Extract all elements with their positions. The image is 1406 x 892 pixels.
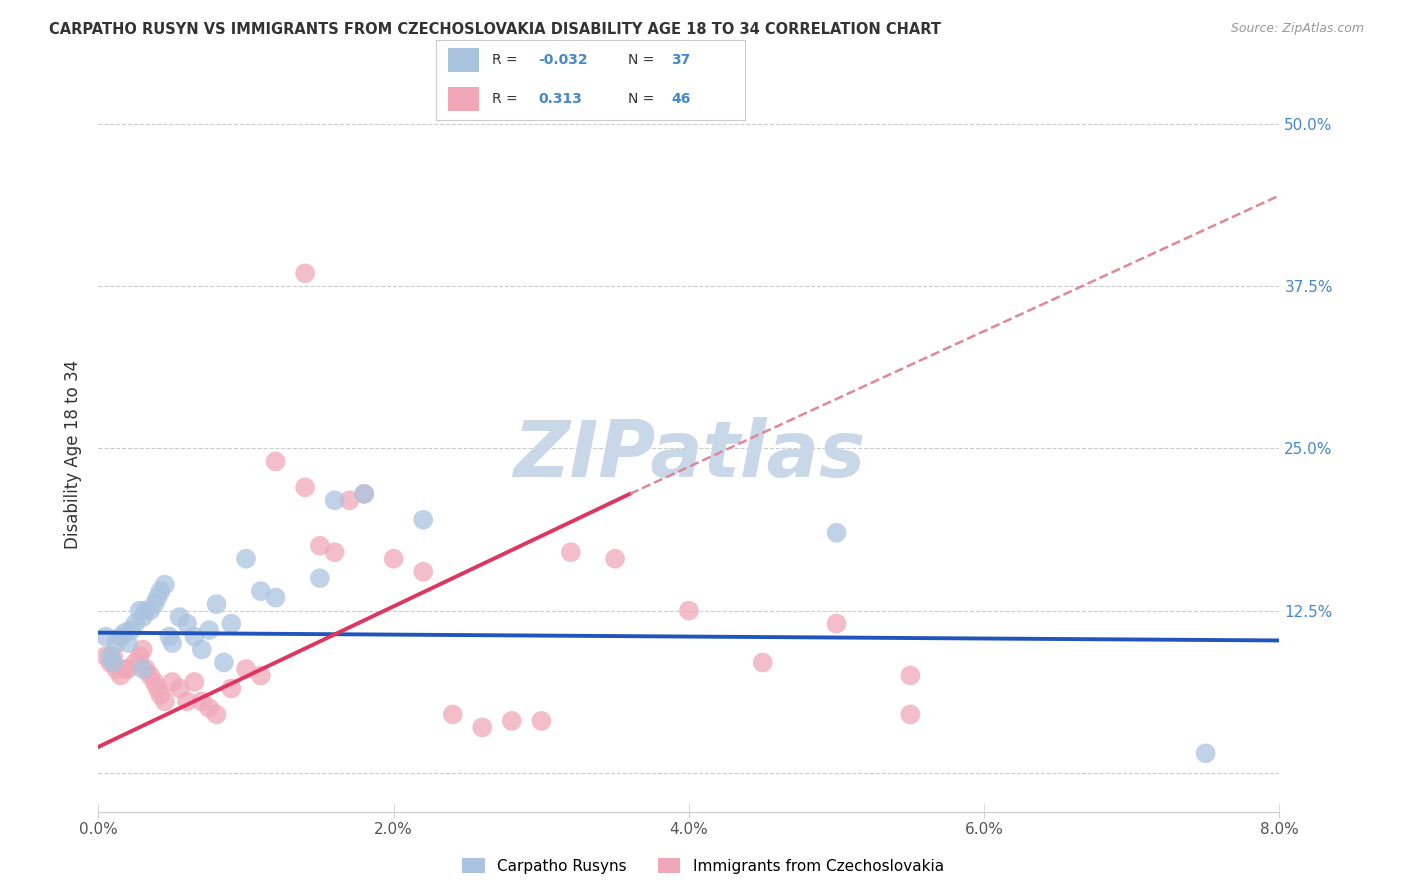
Point	[149, 584, 172, 599]
Point	[135, 604, 157, 618]
Point	[128, 604, 150, 618]
Point	[353, 487, 375, 501]
Point	[128, 648, 150, 663]
Point	[110, 668, 132, 682]
Point	[441, 707, 464, 722]
Point	[323, 545, 346, 559]
Point	[337, 493, 360, 508]
Point	[117, 662, 139, 676]
Point	[146, 681, 169, 696]
Y-axis label: Disability Age 18 to 34: Disability Age 18 to 34	[65, 360, 83, 549]
Point	[900, 668, 922, 682]
Point	[825, 525, 848, 540]
Point	[308, 571, 332, 585]
Point	[98, 648, 121, 663]
Point	[825, 616, 848, 631]
Point	[191, 694, 214, 708]
Point	[323, 493, 346, 508]
Point	[132, 662, 155, 676]
Point	[235, 551, 257, 566]
Point	[183, 675, 205, 690]
Point	[678, 604, 700, 618]
Point	[139, 604, 162, 618]
Point	[143, 597, 166, 611]
Text: 0.313: 0.313	[538, 92, 582, 106]
Point	[308, 539, 332, 553]
Point	[94, 630, 117, 644]
Point	[120, 623, 142, 637]
Point	[94, 648, 117, 663]
Point	[205, 707, 228, 722]
Point	[105, 636, 128, 650]
Point	[103, 656, 125, 670]
Point	[219, 681, 242, 696]
Point	[124, 656, 146, 670]
Text: 46: 46	[671, 92, 690, 106]
Point	[530, 714, 553, 728]
Point	[412, 513, 434, 527]
Point	[382, 551, 405, 566]
Point	[751, 656, 773, 670]
Point	[146, 591, 169, 605]
Point	[198, 701, 221, 715]
Point	[294, 266, 316, 280]
Legend: Carpatho Rusyns, Immigrants from Czechoslovakia: Carpatho Rusyns, Immigrants from Czechos…	[456, 852, 950, 880]
Point	[205, 597, 228, 611]
Point	[143, 675, 166, 690]
Text: R =: R =	[492, 92, 522, 106]
Point	[169, 610, 191, 624]
Text: 37: 37	[671, 54, 690, 67]
Point	[900, 707, 922, 722]
Point	[501, 714, 523, 728]
Point	[135, 662, 157, 676]
Point	[176, 616, 198, 631]
Text: R =: R =	[492, 54, 522, 67]
Point	[157, 630, 180, 644]
Point	[250, 668, 273, 682]
Point	[353, 487, 375, 501]
Text: Source: ZipAtlas.com: Source: ZipAtlas.com	[1230, 22, 1364, 36]
Point	[250, 584, 273, 599]
Point	[560, 545, 582, 559]
Point	[264, 591, 287, 605]
Point	[110, 630, 132, 644]
Point	[132, 610, 155, 624]
Point	[114, 625, 136, 640]
Point	[191, 642, 214, 657]
Point	[198, 623, 221, 637]
Point	[264, 454, 287, 468]
Point	[105, 662, 128, 676]
Point	[117, 636, 139, 650]
Point	[294, 480, 316, 494]
Point	[162, 675, 183, 690]
Point	[98, 656, 121, 670]
Point	[169, 681, 191, 696]
FancyBboxPatch shape	[449, 87, 479, 111]
Point	[139, 668, 162, 682]
Point	[235, 662, 257, 676]
Text: -0.032: -0.032	[538, 54, 588, 67]
Point	[162, 636, 183, 650]
Point	[183, 630, 205, 644]
Point	[176, 694, 198, 708]
Point	[103, 648, 125, 663]
Point	[124, 616, 146, 631]
Point	[605, 551, 627, 566]
Point	[132, 642, 155, 657]
Point	[412, 565, 434, 579]
Point	[153, 577, 176, 591]
Point	[149, 688, 172, 702]
FancyBboxPatch shape	[449, 48, 479, 72]
Text: N =: N =	[627, 54, 658, 67]
Point	[212, 656, 235, 670]
Text: N =: N =	[627, 92, 658, 106]
Point	[1194, 747, 1216, 761]
Text: CARPATHO RUSYN VS IMMIGRANTS FROM CZECHOSLOVAKIA DISABILITY AGE 18 TO 34 CORRELA: CARPATHO RUSYN VS IMMIGRANTS FROM CZECHO…	[49, 22, 941, 37]
Point	[153, 694, 176, 708]
Text: ZIPatlas: ZIPatlas	[513, 417, 865, 493]
Point	[114, 662, 136, 676]
Point	[219, 616, 242, 631]
Point	[471, 720, 494, 734]
